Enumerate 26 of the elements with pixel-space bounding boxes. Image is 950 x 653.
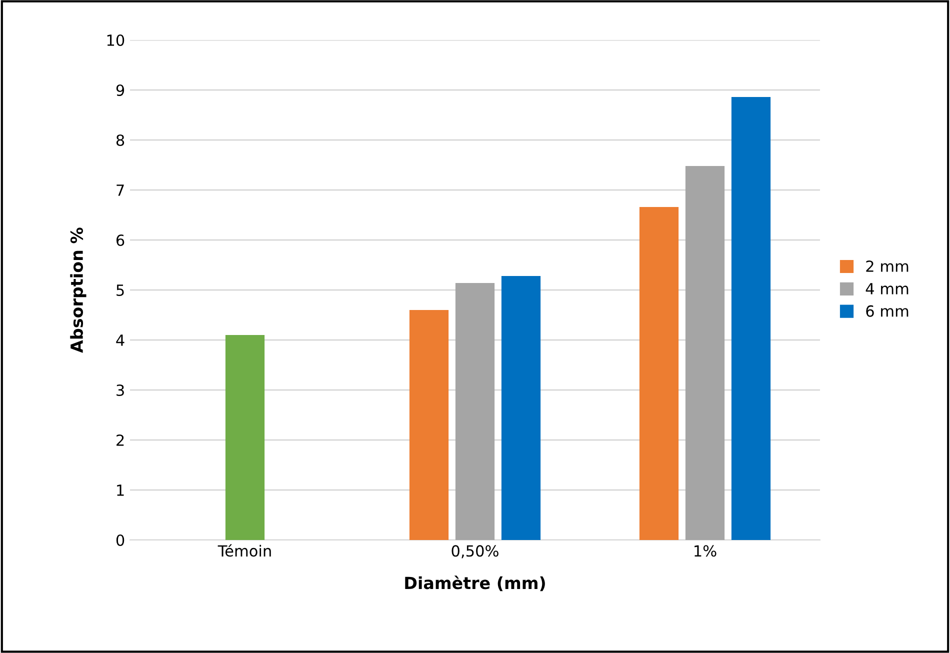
x-tick-label: 0,50% — [452, 545, 498, 558]
legend-label: 2 mm — [866, 260, 908, 272]
bar — [685, 166, 725, 540]
y-tick-label: 6 — [116, 234, 124, 246]
x-axis-title: Diamètre (mm) — [405, 576, 545, 592]
y-tick-label: 5 — [116, 284, 124, 296]
legend-label: 6 mm — [866, 305, 908, 317]
y-axis-title: Absorption % — [70, 228, 86, 353]
bar — [731, 97, 771, 540]
y-tick-label: 3 — [116, 384, 124, 396]
y-tick-label: 7 — [116, 184, 124, 196]
y-tick-label: 4 — [116, 334, 124, 346]
y-tick-label: 0 — [116, 534, 124, 546]
bar — [455, 283, 495, 540]
y-tick-label: 1 — [117, 484, 124, 496]
y-tick-label: 9 — [116, 84, 124, 96]
bar — [501, 276, 541, 540]
y-tick-label: 2 — [116, 434, 124, 446]
bar — [639, 207, 679, 540]
legend-label: 4 mm — [866, 283, 908, 294]
y-tick-label: 10 — [107, 34, 124, 46]
x-tick-label: Témoin — [218, 544, 271, 557]
bar — [225, 335, 265, 540]
x-tick-label: 1% — [694, 545, 716, 557]
y-tick-label: 8 — [116, 134, 124, 146]
bar — [409, 310, 449, 540]
